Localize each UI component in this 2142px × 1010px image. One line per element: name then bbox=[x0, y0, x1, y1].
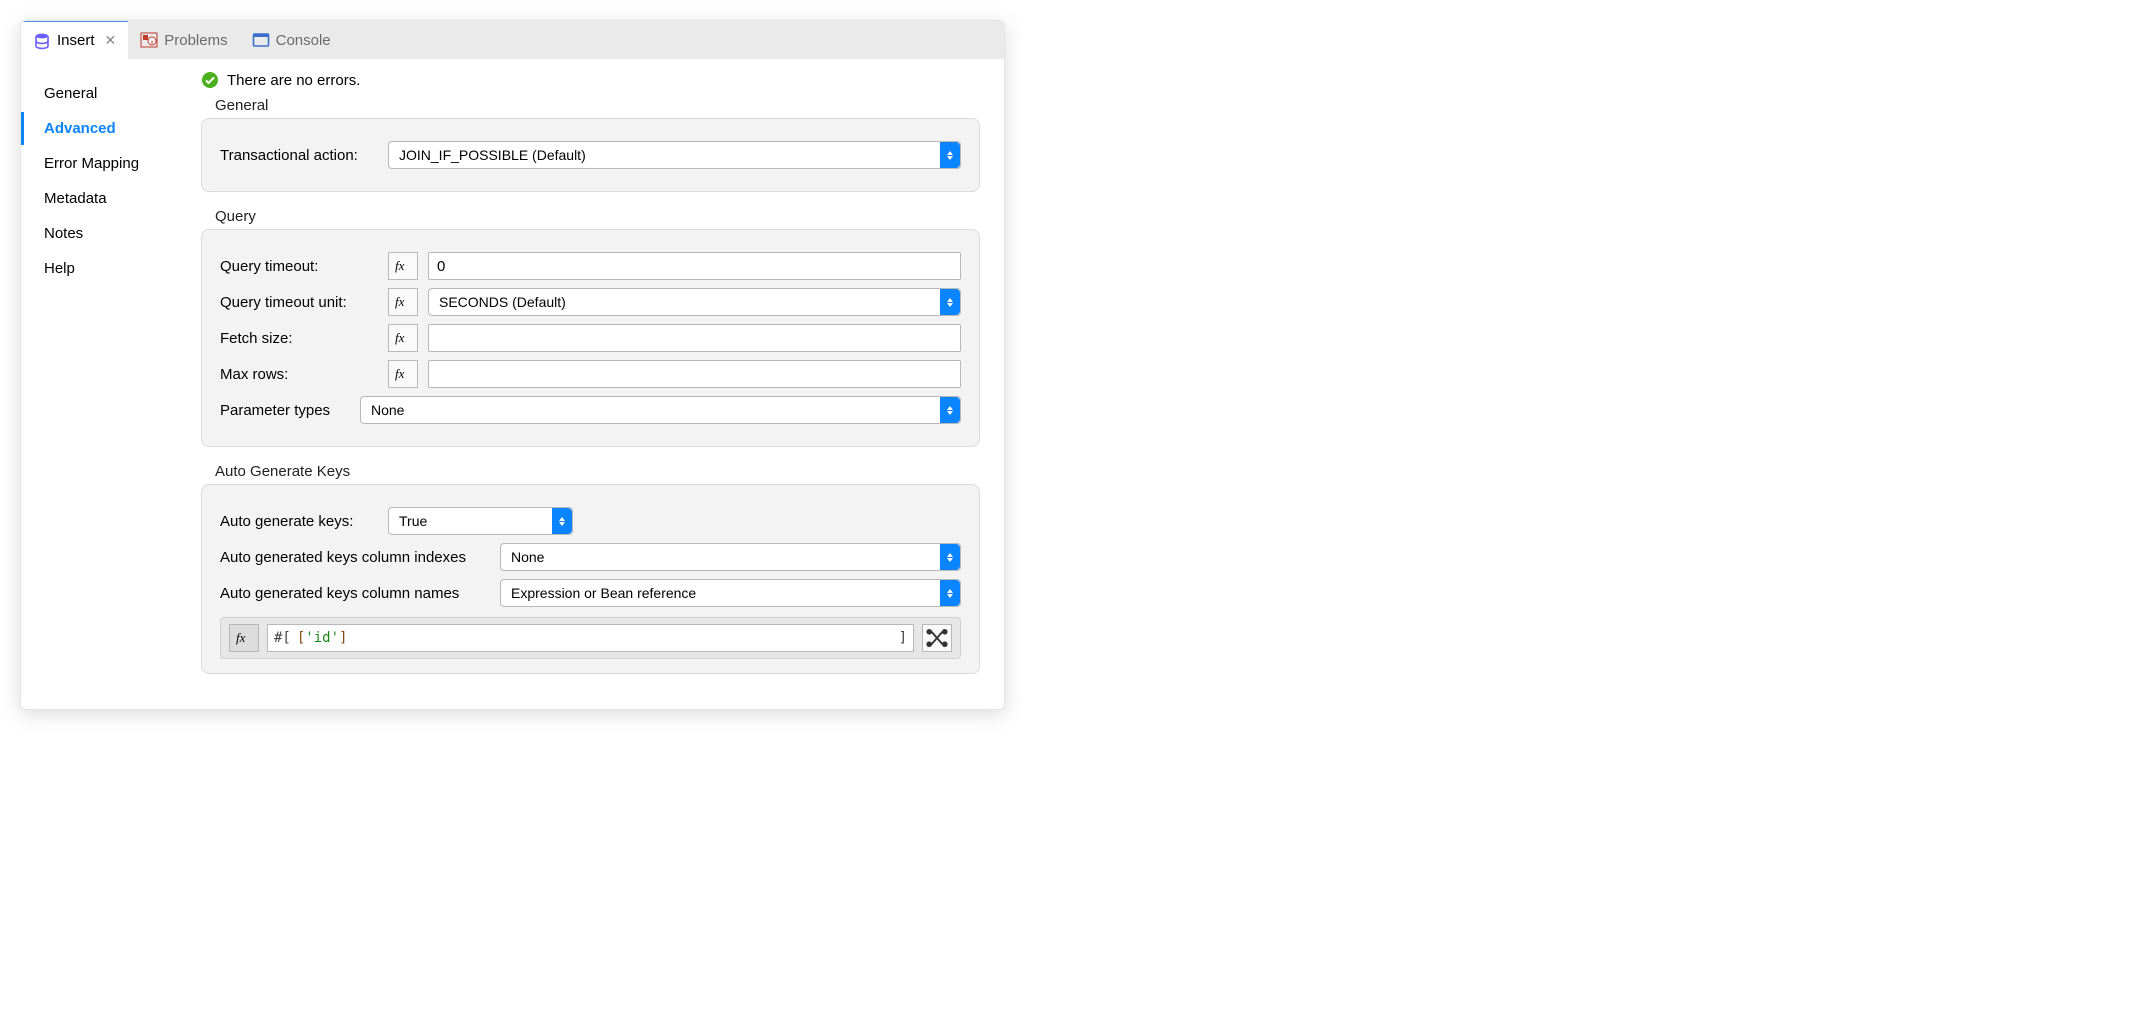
fetch-size-input[interactable] bbox=[428, 324, 961, 352]
status-text: There are no errors. bbox=[227, 72, 360, 89]
tab-console[interactable]: Console bbox=[240, 21, 343, 59]
auto-generate-keys-value: True bbox=[389, 513, 552, 529]
fx-button[interactable]: fx bbox=[388, 252, 418, 280]
auto-generate-keys-select[interactable]: True bbox=[388, 507, 573, 535]
transactional-action-select[interactable]: JOIN_IF_POSSIBLE (Default) bbox=[388, 141, 961, 169]
sidebar-item-metadata[interactable]: Metadata bbox=[21, 182, 191, 215]
parameter-types-select[interactable]: None bbox=[360, 396, 961, 424]
chevron-updown-icon bbox=[940, 289, 960, 315]
database-icon bbox=[33, 32, 51, 50]
fx-button[interactable]: fx bbox=[388, 360, 418, 388]
chevron-updown-icon bbox=[552, 508, 572, 534]
query-timeout-unit-label: Query timeout unit: bbox=[220, 294, 378, 311]
tab-console-label: Console bbox=[276, 32, 331, 49]
section-autokeys: Auto generate keys: True Auto generated … bbox=[201, 484, 980, 674]
expression-row: fx #[ ['id'] ] bbox=[220, 617, 961, 659]
tab-bar: Insert ✕ x Problems Console bbox=[21, 21, 1004, 59]
parameter-types-label: Parameter types bbox=[220, 402, 350, 419]
expression-text: ['id'] bbox=[297, 630, 893, 646]
svg-text:fx: fx bbox=[395, 294, 405, 309]
console-icon bbox=[252, 31, 270, 49]
col-indexes-value: None bbox=[501, 549, 940, 565]
tab-insert[interactable]: Insert ✕ bbox=[21, 20, 128, 59]
svg-text:x: x bbox=[151, 40, 154, 46]
parameter-types-value: None bbox=[361, 402, 940, 418]
tab-problems[interactable]: x Problems bbox=[128, 21, 239, 59]
col-names-select[interactable]: Expression or Bean reference bbox=[500, 579, 961, 607]
query-timeout-input[interactable] bbox=[428, 252, 961, 280]
problems-icon: x bbox=[140, 31, 158, 49]
sidebar-item-notes[interactable]: Notes bbox=[21, 217, 191, 250]
chevron-updown-icon bbox=[940, 544, 960, 570]
svg-text:fx: fx bbox=[395, 366, 405, 381]
query-timeout-unit-select[interactable]: SECONDS (Default) bbox=[428, 288, 961, 316]
status-bar: There are no errors. bbox=[201, 71, 980, 89]
col-names-label: Auto generated keys column names bbox=[220, 585, 490, 602]
sidebar-item-general[interactable]: General bbox=[21, 77, 191, 110]
expression-input[interactable]: #[ ['id'] ] bbox=[267, 624, 914, 652]
transactional-action-value: JOIN_IF_POSSIBLE (Default) bbox=[389, 147, 940, 163]
expr-prefix: #[ bbox=[268, 630, 297, 646]
col-indexes-select[interactable]: None bbox=[500, 543, 961, 571]
section-title-query: Query bbox=[215, 208, 980, 225]
svg-text:fx: fx bbox=[395, 258, 405, 273]
transactional-action-label: Transactional action: bbox=[220, 147, 378, 164]
max-rows-input[interactable] bbox=[428, 360, 961, 388]
fx-button[interactable]: fx bbox=[229, 624, 259, 652]
close-icon[interactable]: ✕ bbox=[105, 32, 117, 49]
expr-suffix: ] bbox=[893, 630, 913, 646]
col-indexes-label: Auto generated keys column indexes bbox=[220, 549, 490, 566]
sidebar-item-advanced[interactable]: Advanced bbox=[21, 112, 191, 145]
col-names-value: Expression or Bean reference bbox=[501, 585, 940, 601]
section-title-general: General bbox=[215, 97, 980, 114]
sidebar-item-error-mapping[interactable]: Error Mapping bbox=[21, 147, 191, 180]
svg-text:fx: fx bbox=[236, 630, 246, 645]
sidebar: General Advanced Error Mapping Metadata … bbox=[21, 59, 191, 709]
main-panel: There are no errors. General Transaction… bbox=[191, 59, 1004, 709]
sidebar-item-help[interactable]: Help bbox=[21, 252, 191, 285]
fx-button[interactable]: fx bbox=[388, 288, 418, 316]
tab-problems-label: Problems bbox=[164, 32, 227, 49]
query-timeout-label: Query timeout: bbox=[220, 258, 378, 275]
svg-text:fx: fx bbox=[395, 330, 405, 345]
max-rows-label: Max rows: bbox=[220, 366, 378, 383]
success-icon bbox=[201, 71, 219, 89]
chevron-updown-icon bbox=[940, 142, 960, 168]
chevron-updown-icon bbox=[940, 580, 960, 606]
auto-generate-keys-label: Auto generate keys: bbox=[220, 513, 378, 530]
fetch-size-label: Fetch size: bbox=[220, 330, 378, 347]
section-title-autokeys: Auto Generate Keys bbox=[215, 463, 980, 480]
tab-insert-label: Insert bbox=[57, 32, 95, 49]
editor-window: Insert ✕ x Problems Console General Adva… bbox=[20, 20, 1005, 710]
map-icon[interactable] bbox=[922, 624, 952, 652]
fx-button[interactable]: fx bbox=[388, 324, 418, 352]
query-timeout-unit-value: SECONDS (Default) bbox=[429, 294, 940, 310]
chevron-updown-icon bbox=[940, 397, 960, 423]
section-general: Transactional action: JOIN_IF_POSSIBLE (… bbox=[201, 118, 980, 192]
section-query: Query timeout: fx Query timeout unit: fx… bbox=[201, 229, 980, 447]
